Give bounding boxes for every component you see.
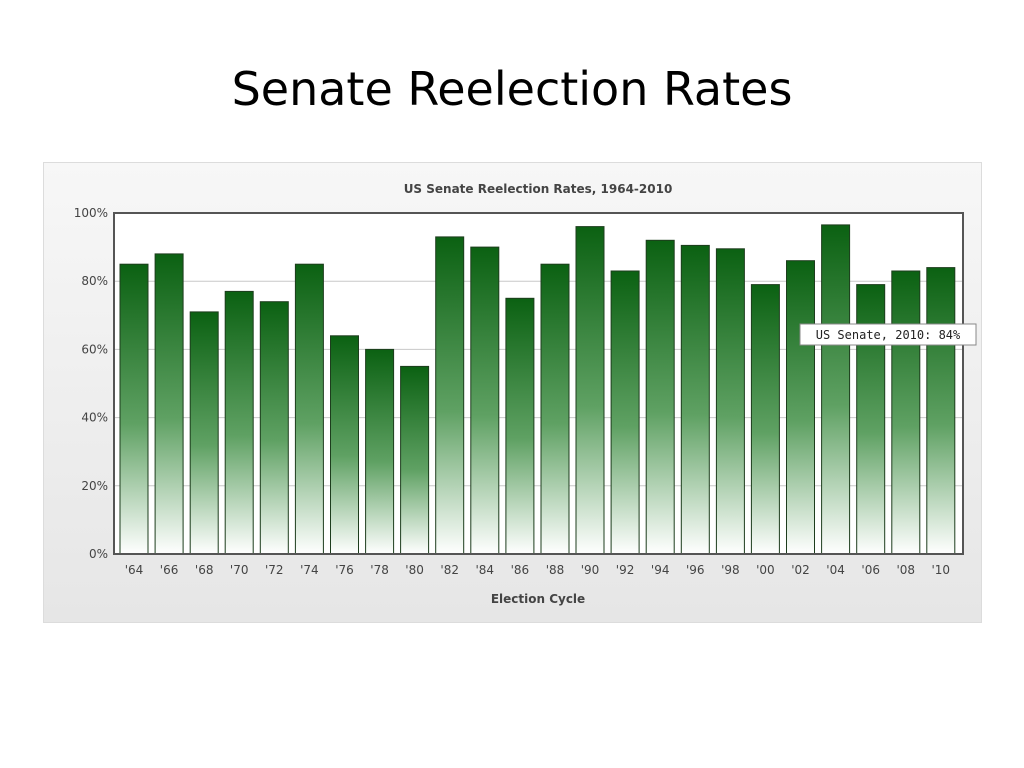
y-tick-label: 100% xyxy=(74,206,108,220)
tooltip-text: US Senate, 2010: 84% xyxy=(816,328,961,342)
bar[interactable] xyxy=(365,348,395,555)
x-tick-label: '88 xyxy=(546,563,565,577)
x-tick-label: '74 xyxy=(300,563,319,577)
bar[interactable] xyxy=(470,246,500,555)
x-tick-label: '68 xyxy=(195,563,214,577)
y-tick-label: 80% xyxy=(81,274,108,288)
y-tick-label: 60% xyxy=(81,342,108,356)
bar[interactable] xyxy=(505,297,535,555)
bar[interactable] xyxy=(540,263,570,555)
bar[interactable] xyxy=(891,270,921,555)
chart-title: US Senate Reelection Rates, 1964-2010 xyxy=(404,182,673,196)
x-tick-label: '96 xyxy=(686,563,705,577)
bar[interactable] xyxy=(119,263,149,555)
x-tick-label: '84 xyxy=(476,563,495,577)
bar[interactable] xyxy=(435,236,465,555)
plot-border xyxy=(113,212,964,555)
x-tick-label: '06 xyxy=(861,563,880,577)
y-tick-label: 0% xyxy=(89,547,108,561)
bar[interactable] xyxy=(786,260,815,555)
x-tick-label: '02 xyxy=(791,563,810,577)
tooltip: US Senate, 2010: 84% xyxy=(799,323,977,346)
bar[interactable] xyxy=(575,226,605,555)
bar[interactable] xyxy=(330,335,359,555)
bar[interactable] xyxy=(189,311,219,555)
bar[interactable] xyxy=(224,290,254,555)
x-tick-label: '64 xyxy=(125,563,144,577)
bar[interactable] xyxy=(259,301,289,555)
x-tick-label: '90 xyxy=(581,563,600,577)
x-tick-label: '78 xyxy=(370,563,389,577)
bar[interactable] xyxy=(645,239,675,555)
slide-title: Senate Reelection Rates xyxy=(231,62,793,116)
y-tick-label: 20% xyxy=(81,479,108,493)
bar[interactable] xyxy=(610,270,640,555)
x-tick-label: '86 xyxy=(511,563,530,577)
bar[interactable] xyxy=(926,267,956,555)
bar[interactable] xyxy=(821,224,851,555)
y-tick-label: 40% xyxy=(81,411,108,425)
x-tick-label: '08 xyxy=(897,563,916,577)
x-tick-label: '82 xyxy=(440,563,459,577)
x-tick-label: '04 xyxy=(826,563,845,577)
x-tick-label: '10 xyxy=(932,563,951,577)
x-tick-label: '98 xyxy=(721,563,740,577)
x-tick-label: '80 xyxy=(405,563,424,577)
bar[interactable] xyxy=(750,284,780,555)
x-tick-label: '94 xyxy=(651,563,670,577)
x-tick-label: '72 xyxy=(265,563,284,577)
x-tick-label: '92 xyxy=(616,563,635,577)
tooltip-box xyxy=(799,323,977,346)
x-tick-label: '66 xyxy=(160,563,179,577)
bar[interactable] xyxy=(154,253,184,555)
bar[interactable] xyxy=(400,365,430,555)
bar[interactable] xyxy=(680,244,710,555)
x-axis-label: Election Cycle xyxy=(491,592,585,606)
x-tick-label: '76 xyxy=(335,563,354,577)
x-tick-label: '00 xyxy=(756,563,775,577)
bar[interactable] xyxy=(715,248,745,555)
x-tick-label: '70 xyxy=(230,563,249,577)
bar[interactable] xyxy=(294,263,324,555)
